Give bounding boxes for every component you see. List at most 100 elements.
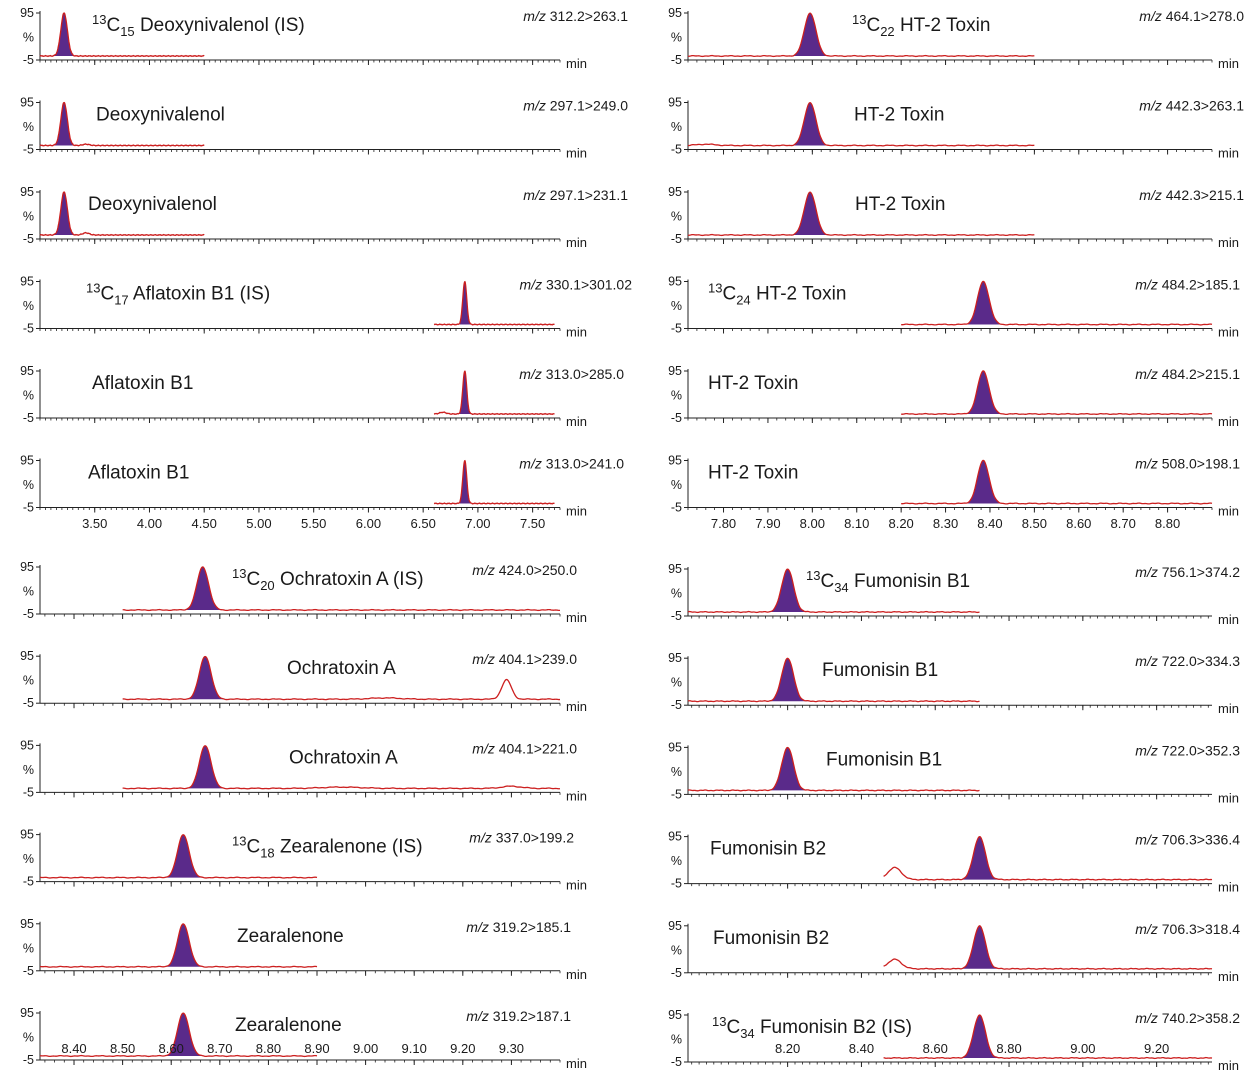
analyte-name: Aflatoxin B1 (IS) [129,284,271,305]
peak-fill [164,834,205,878]
analyte-label: Zearalenone [235,1015,342,1036]
trace-line [901,459,1213,505]
analyte-label: 13C20 Ochratoxin A (IS) [232,566,424,593]
y-axis-label: % [23,852,34,866]
y-tick-label: 95 [20,454,34,468]
y-axis-label: % [23,585,34,599]
isotope-superscript: 13 [232,566,246,581]
mz-value: 297.1>249.0 [546,98,628,114]
mz-prefix: m/z [1135,832,1158,848]
analyte-name: Ochratoxin A (IS) [275,569,424,590]
y-tick-label: 95 [668,1008,682,1022]
x-unit-label: min [566,967,587,982]
trace-line [39,12,205,58]
y-tick-label: 95 [20,738,34,752]
chromatogram-trace: 95% -5 min Fumonisin B2 m/z 706.3>336.4 [668,830,1240,895]
y-axis-label: % [671,676,682,690]
peak-fill [768,658,809,702]
x-tick-label: 8.70 [1111,516,1136,531]
mz-transition: m/z 313.0>285.0 [519,366,624,382]
peak-fill [791,192,831,235]
x-unit-label: min [566,878,587,893]
mz-transition: m/z 319.2>187.1 [466,1008,571,1024]
analyte-name: HT-2 Toxin [751,284,847,305]
mz-value: 297.1>231.1 [546,187,628,203]
y-axis-label: % [23,478,34,492]
peak-fill [768,569,809,612]
y-tick-label: -5 [23,143,34,157]
mz-value: 313.0>241.0 [542,456,624,472]
chromatogram-trace: 95% -5 min Deoxynivalenol m/z 297.1>249.0 [20,96,628,161]
trace-line [39,1012,318,1058]
analyte-name: Fumonisin B1 [849,571,970,592]
analyte-label: 13C22 HT-2 Toxin [852,12,990,39]
mz-value: 706.3>318.4 [1158,921,1240,937]
mz-value: 404.1>239.0 [495,651,577,667]
x-minor-ticks [687,418,1213,421]
analyte-label: Fumonisin B1 [822,660,938,681]
y-tick-label: -5 [23,53,34,67]
x-tick-label: 7.80 [711,516,736,531]
x-unit-label: min [566,146,587,161]
analyte-name: Fumonisin B2 [710,839,826,860]
chromatogram-trace: 95% -5 min Fumonisin B2 m/z 706.3>318.4 [668,919,1240,984]
mz-prefix: m/z [520,277,543,293]
mz-prefix: m/z [1139,187,1162,203]
mz-prefix: m/z [1135,456,1158,472]
y-tick-label: -5 [23,411,34,425]
x-minor-ticks [687,239,1213,242]
x-tick-label: 8.80 [996,1041,1021,1056]
isotope-subscript: 34 [834,580,848,595]
isotope-superscript: 13 [712,1014,726,1029]
x-tick-label: 8.40 [61,1041,86,1056]
y-axis-label: % [671,299,682,313]
x-unit-label: min [1218,325,1239,340]
x-tick-label: 8.30 [933,516,958,531]
mz-prefix: m/z [1135,277,1158,293]
isotope-superscript: 13 [92,12,106,27]
mz-value: 442.3>215.1 [1162,187,1244,203]
chromatogram-trace: 95% -5 min 13C15 Deoxynivalenol (IS) m/z 312… [20,6,628,71]
mz-prefix: m/z [523,187,546,203]
y-tick-label: -5 [671,53,682,67]
peak-fill [964,371,1005,414]
y-tick-label: 95 [20,917,34,931]
peak-fill [964,460,1005,504]
mz-value: 722.0>352.3 [1158,742,1240,758]
analyte-name: Zearalenone [237,926,344,947]
mz-transition: m/z 740.2>358.2 [1135,1010,1240,1026]
x-minor-ticks [687,328,1213,331]
element-symbol: C [866,15,880,36]
analyte-label: 13C15 Deoxynivalenol (IS) [92,12,305,39]
analyte-name: Ochratoxin A [289,747,398,768]
isotope-subscript: 20 [260,578,274,593]
mz-value: 319.2>187.1 [489,1008,571,1024]
chromatogram-trace: 95% -5 min Ochratoxin A m/z 404.1>221.0 [20,738,587,803]
y-axis-label: % [23,120,34,134]
x-unit-label: min [566,699,587,714]
x-tick-label: 7.90 [755,516,780,531]
y-axis-label: % [23,674,34,688]
chromatogram-trace: 95% -5 min 13C22 HT-2 Toxin m/z 464.1>278.0 [668,6,1244,71]
x-tick-label: 8.60 [923,1041,948,1056]
x-tick-label: 9.00 [353,1041,378,1056]
trace-line [39,923,318,968]
x-tick-label: 7.00 [465,516,490,531]
mz-value: 756.1>374.2 [1158,564,1240,580]
mz-transition: m/z 297.1>249.0 [523,98,628,114]
mz-prefix: m/z [472,562,495,578]
trace-line [687,568,980,614]
y-tick-label: -5 [671,143,682,157]
chromatogram-trace: 95% -5 min Zearalenone m/z 319.2>187.1 [20,1006,587,1071]
mz-prefix: m/z [1135,921,1158,937]
mz-transition: m/z 404.1>239.0 [472,651,577,667]
y-tick-label: -5 [23,875,34,889]
y-tick-label: -5 [671,966,682,980]
x-tick-label: 8.20 [888,516,913,531]
analyte-label: Deoxynivalenol [96,105,225,126]
x-tick-label: 8.40 [849,1041,874,1056]
